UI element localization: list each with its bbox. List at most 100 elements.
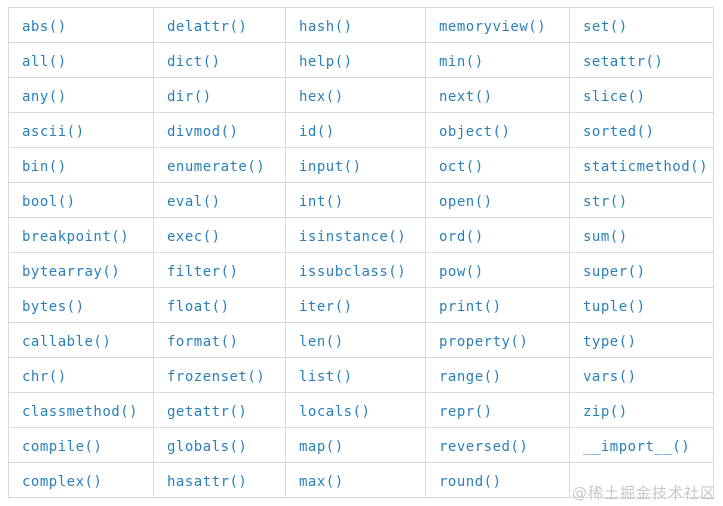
function-link[interactable]: next() xyxy=(439,88,493,105)
function-link[interactable]: all() xyxy=(22,53,67,70)
table-cell: reversed() xyxy=(425,427,570,463)
table-row: any() dir() hex() next() slice() xyxy=(8,77,714,113)
table-cell: exec() xyxy=(153,217,286,253)
function-link[interactable]: setattr() xyxy=(583,53,664,70)
table-cell: hex() xyxy=(285,77,426,113)
table-cell: divmod() xyxy=(153,112,286,148)
table-cell: isinstance() xyxy=(285,217,426,253)
function-link[interactable]: max() xyxy=(299,473,344,490)
table-cell: ord() xyxy=(425,217,570,253)
table-cell: setattr() xyxy=(569,42,714,78)
table-cell: min() xyxy=(425,42,570,78)
function-link[interactable]: sorted() xyxy=(583,123,655,140)
table-row: breakpoint() exec() isinstance() ord() sum() xyxy=(8,217,714,253)
function-link[interactable]: range() xyxy=(439,368,502,385)
function-link[interactable]: round() xyxy=(439,473,502,490)
function-link[interactable]: ord() xyxy=(439,228,484,245)
function-link[interactable]: sum() xyxy=(583,228,628,245)
function-link[interactable]: filter() xyxy=(167,263,239,280)
function-link[interactable]: breakpoint() xyxy=(22,228,130,245)
function-link[interactable]: dict() xyxy=(167,53,221,70)
function-link[interactable]: help() xyxy=(299,53,353,70)
function-link[interactable]: dir() xyxy=(167,88,212,105)
function-link[interactable]: ascii() xyxy=(22,123,85,140)
table-cell: pow() xyxy=(425,252,570,288)
table-cell: next() xyxy=(425,77,570,113)
function-link[interactable]: delattr() xyxy=(167,18,248,35)
function-link[interactable]: zip() xyxy=(583,403,628,420)
function-link[interactable]: object() xyxy=(439,123,511,140)
function-link[interactable]: bytes() xyxy=(22,298,85,315)
function-link[interactable]: bool() xyxy=(22,193,76,210)
function-link[interactable]: complex() xyxy=(22,473,103,490)
function-link[interactable]: callable() xyxy=(22,333,112,350)
table-cell: callable() xyxy=(8,322,154,358)
table-row: callable() format() len() property() type() xyxy=(8,322,714,358)
table-cell: help() xyxy=(285,42,426,78)
function-link[interactable]: frozenset() xyxy=(167,368,266,385)
function-link[interactable]: chr() xyxy=(22,368,67,385)
function-link[interactable]: hex() xyxy=(299,88,344,105)
function-link[interactable]: isinstance() xyxy=(299,228,407,245)
function-link[interactable]: list() xyxy=(299,368,353,385)
function-link[interactable]: any() xyxy=(22,88,67,105)
function-link[interactable]: len() xyxy=(299,333,344,350)
function-link[interactable]: hash() xyxy=(299,18,353,35)
function-link[interactable]: input() xyxy=(299,158,362,175)
function-link[interactable]: print() xyxy=(439,298,502,315)
function-link[interactable]: divmod() xyxy=(167,123,239,140)
function-link[interactable]: str() xyxy=(583,193,628,210)
function-link[interactable]: slice() xyxy=(583,88,646,105)
function-link[interactable]: eval() xyxy=(167,193,221,210)
function-link[interactable]: super() xyxy=(583,263,646,280)
function-link[interactable]: iter() xyxy=(299,298,353,315)
function-link[interactable]: repr() xyxy=(439,403,493,420)
table-cell: format() xyxy=(153,322,286,358)
function-link[interactable]: exec() xyxy=(167,228,221,245)
function-link[interactable]: bin() xyxy=(22,158,67,175)
function-link[interactable]: format() xyxy=(167,333,239,350)
function-link[interactable]: min() xyxy=(439,53,484,70)
function-link[interactable]: map() xyxy=(299,438,344,455)
table-cell: chr() xyxy=(8,357,154,393)
function-link[interactable]: staticmethod() xyxy=(583,158,709,175)
table-cell: iter() xyxy=(285,287,426,323)
function-link[interactable]: type() xyxy=(583,333,637,350)
function-link[interactable]: vars() xyxy=(583,368,637,385)
table-cell: vars() xyxy=(569,357,714,393)
table-cell: frozenset() xyxy=(153,357,286,393)
function-link[interactable]: pow() xyxy=(439,263,484,280)
function-link[interactable]: set() xyxy=(583,18,628,35)
table-cell: float() xyxy=(153,287,286,323)
function-link[interactable]: oct() xyxy=(439,158,484,175)
function-link[interactable]: locals() xyxy=(299,403,371,420)
function-link[interactable]: hasattr() xyxy=(167,473,248,490)
table-cell: list() xyxy=(285,357,426,393)
table-cell: print() xyxy=(425,287,570,323)
function-link[interactable]: reversed() xyxy=(439,438,529,455)
function-link[interactable]: int() xyxy=(299,193,344,210)
function-link[interactable]: abs() xyxy=(22,18,67,35)
table-row: abs() delattr() hash() memoryview() set() xyxy=(8,7,714,43)
table-cell: str() xyxy=(569,182,714,218)
function-link[interactable]: memoryview() xyxy=(439,18,547,35)
table-cell: set() xyxy=(569,7,714,43)
table-cell: property() xyxy=(425,322,570,358)
watermark: @稀土掘金技术社区 xyxy=(571,484,716,502)
table-cell xyxy=(569,462,714,498)
function-link[interactable]: enumerate() xyxy=(167,158,266,175)
function-link[interactable]: issubclass() xyxy=(299,263,407,280)
function-link[interactable]: __import__() xyxy=(583,438,691,455)
table-cell: oct() xyxy=(425,147,570,183)
function-link[interactable]: float() xyxy=(167,298,230,315)
function-link[interactable]: classmethod() xyxy=(22,403,139,420)
function-link[interactable]: bytearray() xyxy=(22,263,121,280)
function-link[interactable]: compile() xyxy=(22,438,103,455)
function-link[interactable]: tuple() xyxy=(583,298,646,315)
function-link[interactable]: getattr() xyxy=(167,403,248,420)
function-link[interactable]: property() xyxy=(439,333,529,350)
table-cell: dir() xyxy=(153,77,286,113)
function-link[interactable]: globals() xyxy=(167,438,248,455)
function-link[interactable]: id() xyxy=(299,123,335,140)
function-link[interactable]: open() xyxy=(439,193,493,210)
